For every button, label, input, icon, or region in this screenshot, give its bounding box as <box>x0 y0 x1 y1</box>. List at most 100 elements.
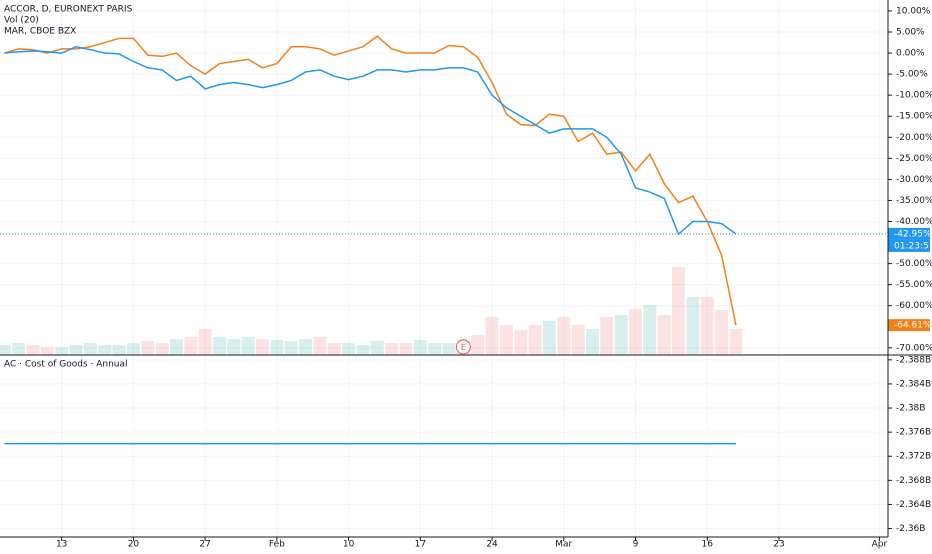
volume-bar <box>83 342 97 355</box>
y-tick-label: -5.00% <box>896 70 928 80</box>
volume-bar <box>55 346 69 355</box>
x-tick-label: 17 <box>415 540 426 550</box>
y-tick-label: 5.00% <box>896 28 925 38</box>
volume-bar <box>256 338 270 355</box>
pane-title: AC · Cost of Goods · Annual <box>4 360 128 370</box>
volume-bar <box>342 342 356 355</box>
volume-bar <box>356 344 370 355</box>
series-line <box>4 35 737 326</box>
price-tag-label: -42.95% <box>894 229 932 239</box>
volume-bar <box>413 339 427 355</box>
volume-bar <box>385 342 399 355</box>
volume-bar <box>313 336 327 355</box>
volume-bar <box>729 328 743 355</box>
earnings-label: E <box>461 343 466 352</box>
x-tick-label: Apr <box>872 540 888 550</box>
legend-entry: Vol (20) <box>4 16 39 26</box>
volume-bar <box>40 346 54 355</box>
price-tag <box>888 227 930 240</box>
y-tick-label: -10.00% <box>896 91 932 101</box>
x-tick-label: 13 <box>56 540 67 550</box>
volume-bar <box>614 314 628 355</box>
volume-bar <box>370 340 384 355</box>
y-tick-label: -15.00% <box>896 112 932 122</box>
x-tick-label: 24 <box>486 540 498 550</box>
volume-bar <box>241 336 255 355</box>
x-tick-label: Mar <box>555 540 572 550</box>
y-tick-label: -2.384B <box>896 379 931 389</box>
volume-bar <box>69 344 83 355</box>
volume-bar <box>499 324 513 355</box>
countdown-label: 01:23:51 <box>894 241 932 251</box>
y-tick-label: -2.372B <box>896 452 931 462</box>
volume-bar <box>672 266 686 355</box>
volume-bar <box>184 336 198 355</box>
volume-bar <box>227 338 241 355</box>
x-tick-label: 27 <box>199 540 210 550</box>
y-tick-label: -2.364B <box>896 500 931 510</box>
legend-entry: MAR, CBOE BZX <box>4 27 76 37</box>
x-tick-label: 20 <box>128 540 140 550</box>
volume-bar <box>629 308 643 355</box>
volume-bar <box>212 336 226 355</box>
y-tick-label: -20.00% <box>896 133 932 143</box>
series-line <box>4 45 737 236</box>
volume-bar <box>26 344 40 355</box>
volume-bar <box>270 339 284 355</box>
y-tick-label: 10.00% <box>896 6 931 16</box>
volume-bar <box>399 342 413 355</box>
earnings-marker <box>455 339 471 355</box>
y-tick-label: -2.368B <box>896 476 931 486</box>
volume-bar <box>442 342 456 355</box>
volume-bar <box>600 316 614 355</box>
volume-bar <box>485 316 499 355</box>
volume-bar <box>169 338 183 355</box>
x-tick-label: Feb <box>269 540 285 550</box>
countdown-tag <box>888 239 930 252</box>
volume-bar <box>585 328 599 355</box>
volume-bar <box>126 342 140 355</box>
volume-bar <box>428 342 442 355</box>
legend-entry: ACCOR, D, EURONEXT PARIS <box>4 5 133 15</box>
volume-bar <box>0 344 11 355</box>
volume-bar <box>643 304 657 355</box>
y-tick-label: 0.00% <box>896 49 925 59</box>
volume-bar <box>700 296 714 355</box>
volume-bar <box>141 340 155 355</box>
volume-bar <box>155 342 169 355</box>
y-tick-label: -2.388B <box>896 355 931 365</box>
price-tag <box>888 319 930 332</box>
price-tag-label: -64.61% <box>894 321 932 331</box>
volume-bar <box>528 324 542 355</box>
y-tick-label: -2.376B <box>896 428 931 438</box>
y-tick-label: -2.36B <box>896 524 925 534</box>
volume-bar <box>657 314 671 355</box>
volume-bar <box>557 316 571 355</box>
volume-bar <box>299 338 313 355</box>
y-tick-label: -2.38B <box>896 404 925 414</box>
volume-bar <box>98 344 112 355</box>
y-tick-label: -35.00% <box>896 196 932 206</box>
y-tick-label: -40.00% <box>896 217 932 227</box>
volume-bar <box>571 324 585 355</box>
volume-bar <box>715 309 729 355</box>
y-tick-label: -30.00% <box>896 175 932 185</box>
volume-bar <box>284 340 298 355</box>
y-tick-label: -25.00% <box>896 154 932 164</box>
volume-bar <box>198 328 212 355</box>
y-tick-label: -55.00% <box>896 280 932 290</box>
y-tick-label: -70.00% <box>896 343 932 353</box>
x-tick-label: 23 <box>773 540 784 550</box>
volume-bar <box>514 329 528 355</box>
x-tick-label: 10 <box>343 540 355 550</box>
volume-bar <box>471 334 485 355</box>
volume-bar <box>542 320 556 355</box>
volume-bar <box>327 342 341 355</box>
volume-bar <box>686 296 700 355</box>
y-tick-label: -60.00% <box>896 301 932 311</box>
volume-bar <box>12 342 26 355</box>
x-tick-label: 16 <box>702 540 714 550</box>
y-tick-label: -50.00% <box>896 259 932 269</box>
